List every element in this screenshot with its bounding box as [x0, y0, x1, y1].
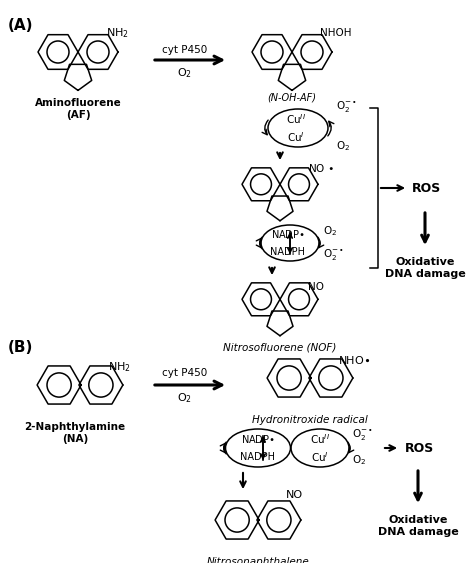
Text: DNA damage: DNA damage	[378, 527, 458, 537]
Text: ROS: ROS	[412, 181, 441, 194]
Text: Oxidative: Oxidative	[388, 515, 447, 525]
Text: Cu$^{II}$: Cu$^{II}$	[286, 112, 306, 126]
Text: NADPH: NADPH	[271, 247, 306, 257]
Text: Oxidative: Oxidative	[395, 257, 455, 267]
Text: NHOH: NHOH	[320, 28, 352, 38]
Text: (NA): (NA)	[62, 434, 88, 444]
Text: (B): (B)	[8, 340, 33, 355]
Text: O$_2^{-\bullet}$: O$_2^{-\bullet}$	[352, 427, 373, 441]
Text: Nitrosofluorene (NOF): Nitrosofluorene (NOF)	[223, 342, 337, 352]
Text: O$_2$: O$_2$	[323, 224, 337, 238]
Text: O$_2$: O$_2$	[352, 453, 366, 467]
Text: NO$\,\bullet$: NO$\,\bullet$	[308, 162, 334, 174]
Text: DNA damage: DNA damage	[384, 269, 465, 279]
Text: O$_2^{-\bullet}$: O$_2^{-\bullet}$	[323, 248, 344, 262]
Text: (A): (A)	[8, 18, 34, 33]
Text: (AF): (AF)	[66, 110, 91, 120]
Text: NADP$\bullet$: NADP$\bullet$	[241, 433, 275, 445]
Text: Cu$^{I}$: Cu$^{I}$	[311, 450, 329, 464]
Text: (N-OH-AF): (N-OH-AF)	[267, 93, 317, 103]
Text: NO: NO	[286, 490, 303, 500]
Text: O$_2$: O$_2$	[336, 139, 350, 153]
Text: NADP$\bullet$: NADP$\bullet$	[271, 228, 305, 240]
Text: O$_2^{-\bullet}$: O$_2^{-\bullet}$	[336, 99, 357, 114]
Text: Aminofluorene: Aminofluorene	[35, 98, 121, 108]
Text: NHO$\bullet$: NHO$\bullet$	[338, 354, 370, 366]
Text: Cu$^{II}$: Cu$^{II}$	[310, 432, 330, 446]
Text: cyt P450: cyt P450	[163, 45, 208, 55]
Text: Hydronitroxide radical: Hydronitroxide radical	[252, 415, 368, 425]
Text: $\mathregular{O_2}$: $\mathregular{O_2}$	[177, 66, 192, 80]
Text: Cu$^{I}$: Cu$^{I}$	[287, 130, 305, 144]
Text: 2-Naphthylamine: 2-Naphthylamine	[25, 422, 126, 432]
Text: cyt P450: cyt P450	[163, 368, 208, 378]
Text: $\mathregular{NH_2}$: $\mathregular{NH_2}$	[108, 360, 131, 374]
Text: ROS: ROS	[405, 441, 434, 454]
Text: NADPH: NADPH	[240, 452, 275, 462]
Text: $\mathregular{O_2}$: $\mathregular{O_2}$	[177, 391, 192, 405]
Text: Nitrosonaphthalene: Nitrosonaphthalene	[207, 557, 310, 563]
Text: $\mathregular{NH_2}$: $\mathregular{NH_2}$	[106, 26, 129, 40]
Text: NO: NO	[308, 282, 324, 292]
